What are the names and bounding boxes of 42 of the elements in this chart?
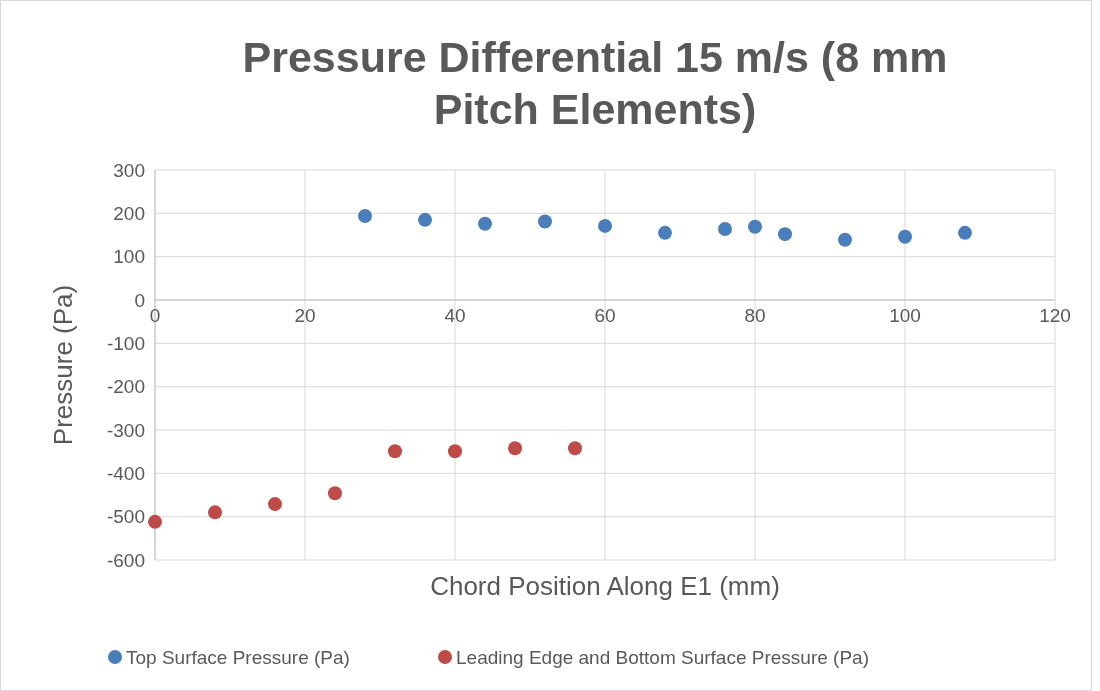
point xyxy=(778,227,792,242)
x-tick-label: 40 xyxy=(444,305,466,326)
point xyxy=(268,497,282,512)
point xyxy=(718,221,732,236)
y-tick-label: -500 xyxy=(106,506,145,528)
point xyxy=(568,441,582,456)
point xyxy=(598,218,612,233)
x-tick-label: 100 xyxy=(889,305,921,326)
y-tick-label: -100 xyxy=(106,332,145,354)
y-tick-label: 200 xyxy=(113,202,145,224)
point xyxy=(838,232,852,247)
point xyxy=(448,444,462,459)
point xyxy=(508,441,522,456)
point xyxy=(208,505,222,520)
point xyxy=(148,514,162,529)
point xyxy=(538,214,552,229)
point xyxy=(748,219,762,234)
y-tick-label: 300 xyxy=(113,159,145,181)
point xyxy=(328,486,342,501)
y-tick-label: -300 xyxy=(106,419,145,441)
x-tick-label: 60 xyxy=(594,305,616,326)
legend-label: Top Surface Pressure (Pa) xyxy=(126,646,350,668)
point xyxy=(418,212,432,227)
x-tick-label: 120 xyxy=(1039,305,1071,326)
point xyxy=(958,225,972,240)
x-tick-label: 20 xyxy=(294,305,316,326)
point xyxy=(388,444,402,459)
y-tick-label: -600 xyxy=(106,549,145,571)
y-axis-title: Pressure (Pa) xyxy=(48,284,78,446)
chart-title: Pressure Differential 15 m/s (8 mm Pitch Elements) xyxy=(242,33,948,133)
y-tick-label: 0 xyxy=(134,289,145,311)
y-tick-label: -200 xyxy=(106,376,145,398)
legend-label: Leading Edge and Bottom Surface Pressure (Pa) xyxy=(456,646,869,668)
point xyxy=(358,208,372,223)
point xyxy=(898,229,912,244)
y-tick-label: 100 xyxy=(113,246,145,268)
x-tick-label: 80 xyxy=(744,305,766,326)
x-axis-title: Chord Position Along E1 (mm) xyxy=(430,571,780,601)
point xyxy=(478,216,492,231)
point xyxy=(658,225,672,240)
y-tick-label: -400 xyxy=(106,462,145,484)
x-tick-label: 0 xyxy=(149,305,161,326)
